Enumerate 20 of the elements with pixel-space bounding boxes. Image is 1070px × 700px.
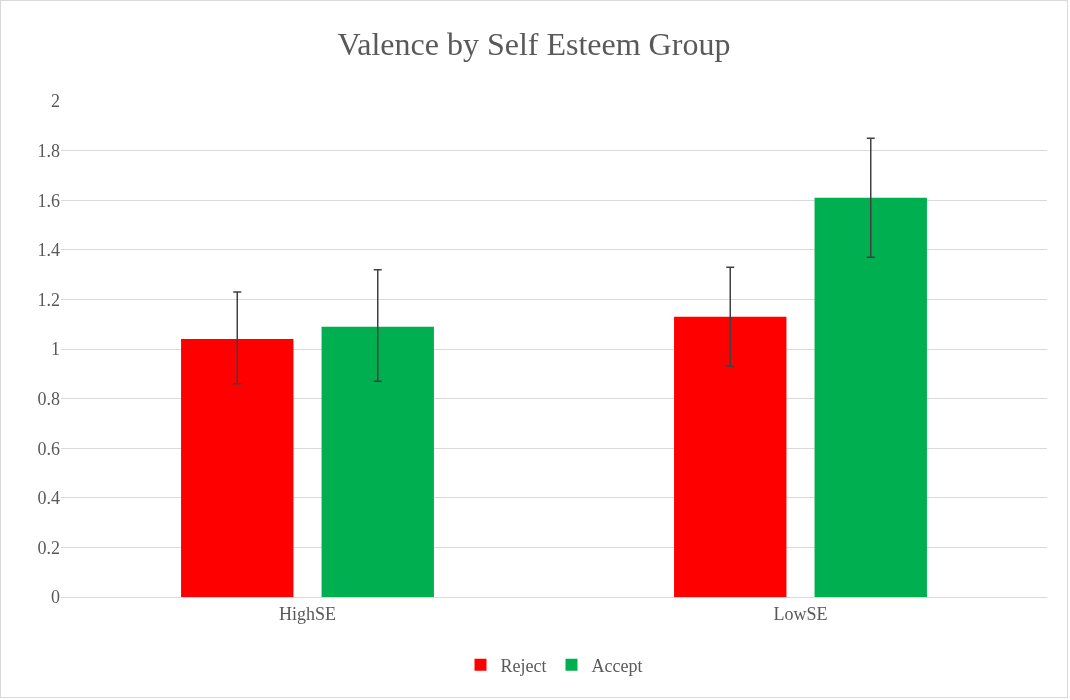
y-tick-label: 0 xyxy=(51,587,60,608)
y-tick-label: 2 xyxy=(51,91,60,112)
x-tick-label: LowSE xyxy=(773,603,828,624)
y-tick-label: 1 xyxy=(51,339,60,360)
chart-title: Valence by Self Esteem Group xyxy=(337,25,731,62)
y-tick-label: 0.6 xyxy=(37,438,60,459)
y-tick-label: 0.4 xyxy=(37,488,60,509)
bar xyxy=(674,316,787,597)
bar xyxy=(814,197,927,597)
legend-label: Accept xyxy=(591,655,643,676)
bar xyxy=(321,326,434,597)
y-tick-label: 1.6 xyxy=(37,190,60,211)
x-tick-label: HighSE xyxy=(278,603,337,624)
bar xyxy=(181,339,294,597)
y-tick-label: 1.2 xyxy=(37,289,60,310)
y-tick-label: 1.4 xyxy=(37,240,60,261)
legend-label: Reject xyxy=(500,655,547,676)
y-tick-label: 0.2 xyxy=(37,537,60,558)
y-tick-label: 0.8 xyxy=(37,388,60,409)
y-tick-label: 1.8 xyxy=(37,140,60,161)
